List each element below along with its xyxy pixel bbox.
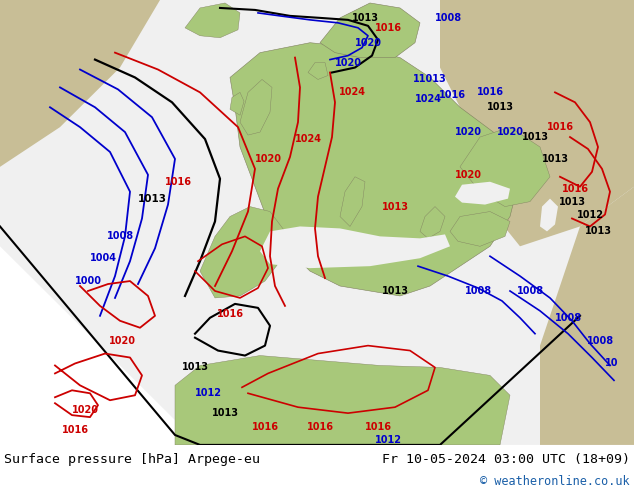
Text: 1013: 1013 [181, 363, 209, 372]
Polygon shape [0, 0, 634, 445]
Polygon shape [200, 207, 285, 298]
Text: 1013: 1013 [382, 201, 408, 212]
Polygon shape [440, 0, 634, 246]
Polygon shape [240, 79, 272, 135]
Text: 11013: 11013 [413, 74, 447, 84]
Text: 1020: 1020 [455, 127, 481, 137]
Text: 1013: 1013 [486, 102, 514, 112]
Polygon shape [460, 127, 550, 207]
Text: 1013: 1013 [382, 286, 408, 296]
Text: 1008: 1008 [517, 286, 543, 296]
Text: 1016: 1016 [164, 177, 191, 187]
Text: 1020: 1020 [354, 38, 382, 48]
Text: 1008: 1008 [107, 231, 134, 242]
Text: Surface pressure [hPa] Arpege-eu: Surface pressure [hPa] Arpege-eu [4, 453, 260, 466]
Text: 1013: 1013 [541, 154, 569, 164]
Text: 1016: 1016 [306, 422, 333, 432]
Polygon shape [455, 182, 510, 205]
Text: 1016: 1016 [252, 422, 278, 432]
Text: 1013: 1013 [138, 194, 167, 204]
Text: 1016: 1016 [547, 122, 574, 132]
Polygon shape [230, 43, 520, 296]
Polygon shape [340, 177, 365, 226]
Text: 1020: 1020 [72, 405, 98, 415]
Text: 1000: 1000 [75, 276, 101, 286]
Text: 1008: 1008 [434, 13, 462, 23]
Text: 1012: 1012 [375, 435, 401, 445]
Text: 1020: 1020 [254, 154, 281, 164]
Text: 1004: 1004 [89, 253, 117, 263]
Polygon shape [0, 0, 160, 167]
Text: 1024: 1024 [295, 134, 321, 144]
Text: 1020: 1020 [455, 170, 481, 180]
Polygon shape [540, 198, 558, 231]
Polygon shape [420, 207, 445, 238]
Text: 1016: 1016 [375, 23, 401, 33]
Polygon shape [308, 63, 328, 79]
Text: 1016: 1016 [61, 425, 89, 435]
Text: 1008: 1008 [465, 286, 491, 296]
Text: 1008: 1008 [586, 336, 614, 345]
Text: 1013: 1013 [585, 226, 612, 236]
Polygon shape [230, 92, 244, 115]
Text: 1013: 1013 [351, 13, 378, 23]
Text: 1020: 1020 [108, 336, 136, 345]
Text: 1012: 1012 [195, 388, 221, 398]
Text: 1012: 1012 [576, 210, 604, 220]
Text: 1016: 1016 [365, 422, 392, 432]
Text: Fr 10-05-2024 03:00 UTC (18+09): Fr 10-05-2024 03:00 UTC (18+09) [382, 453, 630, 466]
Text: 1020: 1020 [496, 127, 524, 137]
Text: 1016: 1016 [477, 87, 503, 98]
Polygon shape [175, 356, 510, 445]
Text: 1016: 1016 [439, 90, 465, 100]
Text: 1013: 1013 [212, 408, 238, 418]
Polygon shape [260, 226, 450, 268]
Polygon shape [320, 3, 420, 58]
Text: 1013: 1013 [559, 196, 586, 207]
Text: 1016: 1016 [562, 184, 588, 194]
Text: 1013: 1013 [522, 132, 548, 142]
Text: 1020: 1020 [335, 57, 361, 68]
Text: 1008: 1008 [555, 313, 581, 323]
Text: 1024: 1024 [415, 94, 441, 104]
Polygon shape [450, 212, 510, 246]
Text: 1024: 1024 [339, 87, 365, 98]
Text: © weatheronline.co.uk: © weatheronline.co.uk [481, 475, 630, 489]
Polygon shape [540, 187, 634, 445]
Text: 1016: 1016 [216, 309, 243, 319]
Polygon shape [185, 3, 240, 38]
Text: 10: 10 [605, 359, 619, 368]
